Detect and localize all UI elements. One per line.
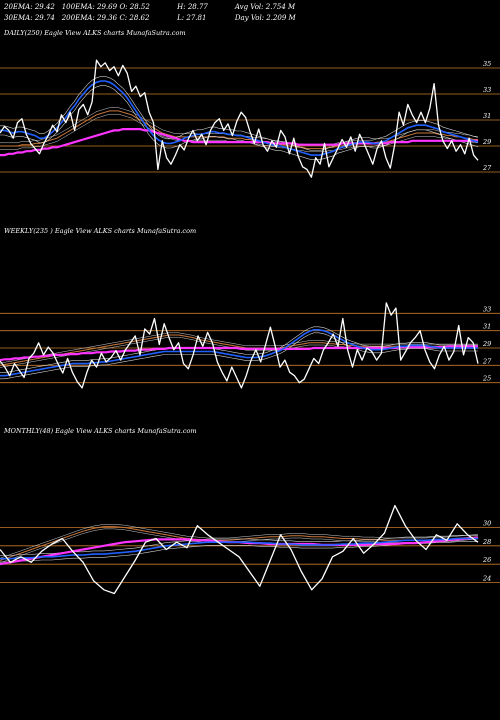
stats-row-2: 30EMA: 29.74 200EMA: 29.36 C: 28.62 L: 2… [4, 13, 304, 24]
weekly-ema-fast-band-upper [0, 326, 478, 373]
stat-day-vol: Day Vol: 2.209 M [234, 14, 296, 22]
monthly-chart: 24 26 28 30 [0, 504, 500, 595]
daily-ema-fast-band-lower [0, 85, 479, 160]
stats-row-1: 20EMA: 29.42 100EMA: 29.69 O: 28.52 H: 2… [4, 2, 304, 13]
weekly-tick-label: 33 [483, 305, 491, 313]
stat-close: C: 28.62 [119, 14, 150, 22]
weekly-band-upper [0, 332, 478, 364]
stat-100ema: 100EMA: 29.69 [61, 3, 118, 11]
weekly-tick-label: 31 [483, 323, 491, 331]
monthly-panel-label: MONTHLY(48) Eagle View ALKS charts Munaf… [4, 427, 197, 435]
weekly-tick-label: 27 [482, 357, 492, 365]
stat-high: H: 28.77 [177, 3, 208, 11]
daily-tick-label: 31 [483, 112, 491, 120]
stat-avg-vol: Avg Vol: 2.754 M [234, 3, 296, 11]
weekly-chart: 25 27 29 31 33 [0, 302, 500, 389]
monthly-tick-label: 26 [482, 556, 491, 564]
daily-tick-label: 27 [482, 164, 492, 172]
weekly-ema-fast-band-lower [0, 332, 478, 380]
daily-tick-label: 29 [482, 138, 491, 146]
daily-panel-label: DAILY(250) Eagle View ALKS charts Munafa… [4, 29, 186, 37]
stat-200ema: 200EMA: 29.36 [61, 14, 118, 22]
monthly-tick-label: 28 [482, 538, 491, 546]
stat-open: O: 28.52 [119, 3, 150, 11]
weekly-ema-fast-line [0, 329, 478, 377]
stat-low: L: 27.81 [177, 14, 207, 22]
daily-ema-slow-line [0, 110, 478, 150]
monthly-ema-fast-line [0, 537, 478, 560]
stat-30ema: 30EMA: 29.74 [4, 14, 55, 22]
daily-tick-label: 33 [483, 86, 491, 94]
monthly-ema-fast-band-upper [0, 535, 478, 556]
monthly-price-line [0, 504, 479, 595]
daily-tick-label: 35 [483, 60, 491, 68]
daily-price-line [0, 59, 479, 178]
monthly-tick-label: 30 [483, 520, 491, 528]
weekly-tick-label: 25 [482, 375, 491, 383]
weekly-ema-mid-line [0, 345, 478, 362]
daily-ema-fast-band-upper [0, 76, 479, 151]
monthly-tick-label: 24 [482, 575, 491, 583]
daily-ema-mid-line [0, 128, 478, 157]
daily-chart: 27 29 31 33 35 [0, 59, 500, 178]
weekly-price-line [0, 302, 479, 389]
weekly-panel-label: WEEKLY(235 ) Eagle View ALKS charts Muna… [4, 227, 197, 235]
stat-20ema: 20EMA: 29.42 [4, 3, 55, 11]
stats-header: 20EMA: 29.42 100EMA: 29.69 O: 28.52 H: 2… [4, 2, 304, 24]
daily-ema-fast-line [0, 80, 479, 156]
weekly-tick-label: 29 [482, 340, 491, 348]
